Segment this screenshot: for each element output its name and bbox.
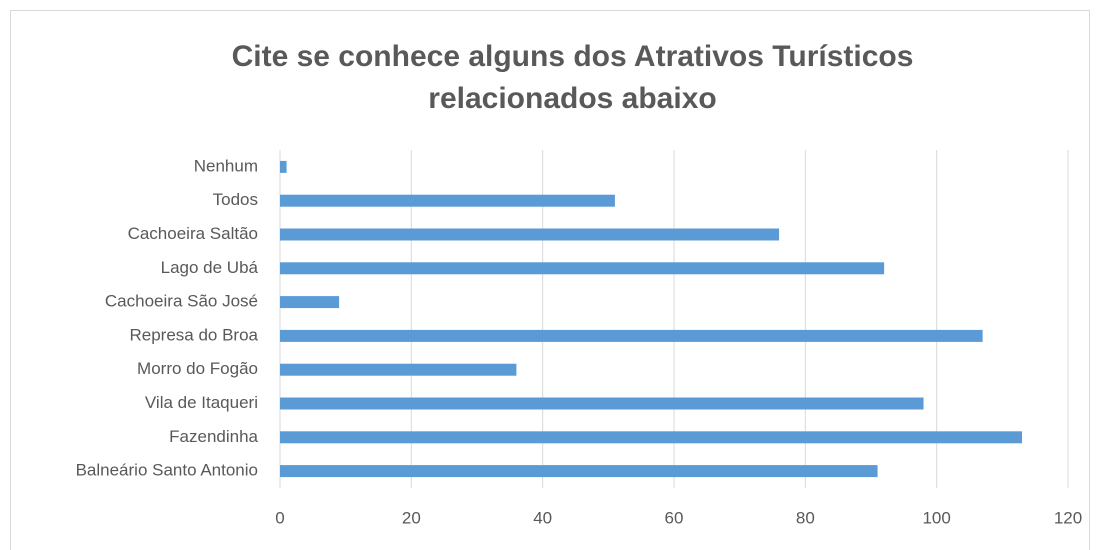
bar <box>280 160 287 173</box>
x-tick-label: 80 <box>796 508 815 527</box>
x-tick-label: 100 <box>922 508 950 527</box>
y-tick-label: Vila de Itaqueri <box>145 393 258 412</box>
chart-frame <box>10 10 1090 550</box>
y-tick-label: Cachoeira Saltão <box>128 224 258 243</box>
bar <box>280 431 1023 444</box>
bar <box>280 465 878 478</box>
x-tick-label: 40 <box>533 508 552 527</box>
bar <box>280 363 517 376</box>
y-tick-label: Balneário Santo Antonio <box>76 461 258 480</box>
bar <box>280 296 340 309</box>
bar <box>280 262 885 275</box>
chart-title: Cite se conhece alguns dos Atrativos Tur… <box>231 40 914 115</box>
bar <box>280 194 615 207</box>
x-tick-label: 60 <box>665 508 684 527</box>
y-tick-label: Morro do Fogão <box>137 359 258 378</box>
x-tick-label: 20 <box>402 508 421 527</box>
bar <box>280 329 983 342</box>
y-tick-label: Lago de Ubá <box>161 258 259 277</box>
y-tick-label: Cachoeira São José <box>105 292 258 311</box>
y-tick-label: Represa do Broa <box>129 325 258 344</box>
y-tick-label: Nenhum <box>194 156 258 175</box>
y-tick-label: Todos <box>213 190 258 209</box>
y-tick-label: Fazendinha <box>169 427 258 446</box>
bar <box>280 228 780 241</box>
x-tick-label: 120 <box>1054 508 1082 527</box>
x-tick-label: 0 <box>275 508 284 527</box>
bar <box>280 397 924 410</box>
